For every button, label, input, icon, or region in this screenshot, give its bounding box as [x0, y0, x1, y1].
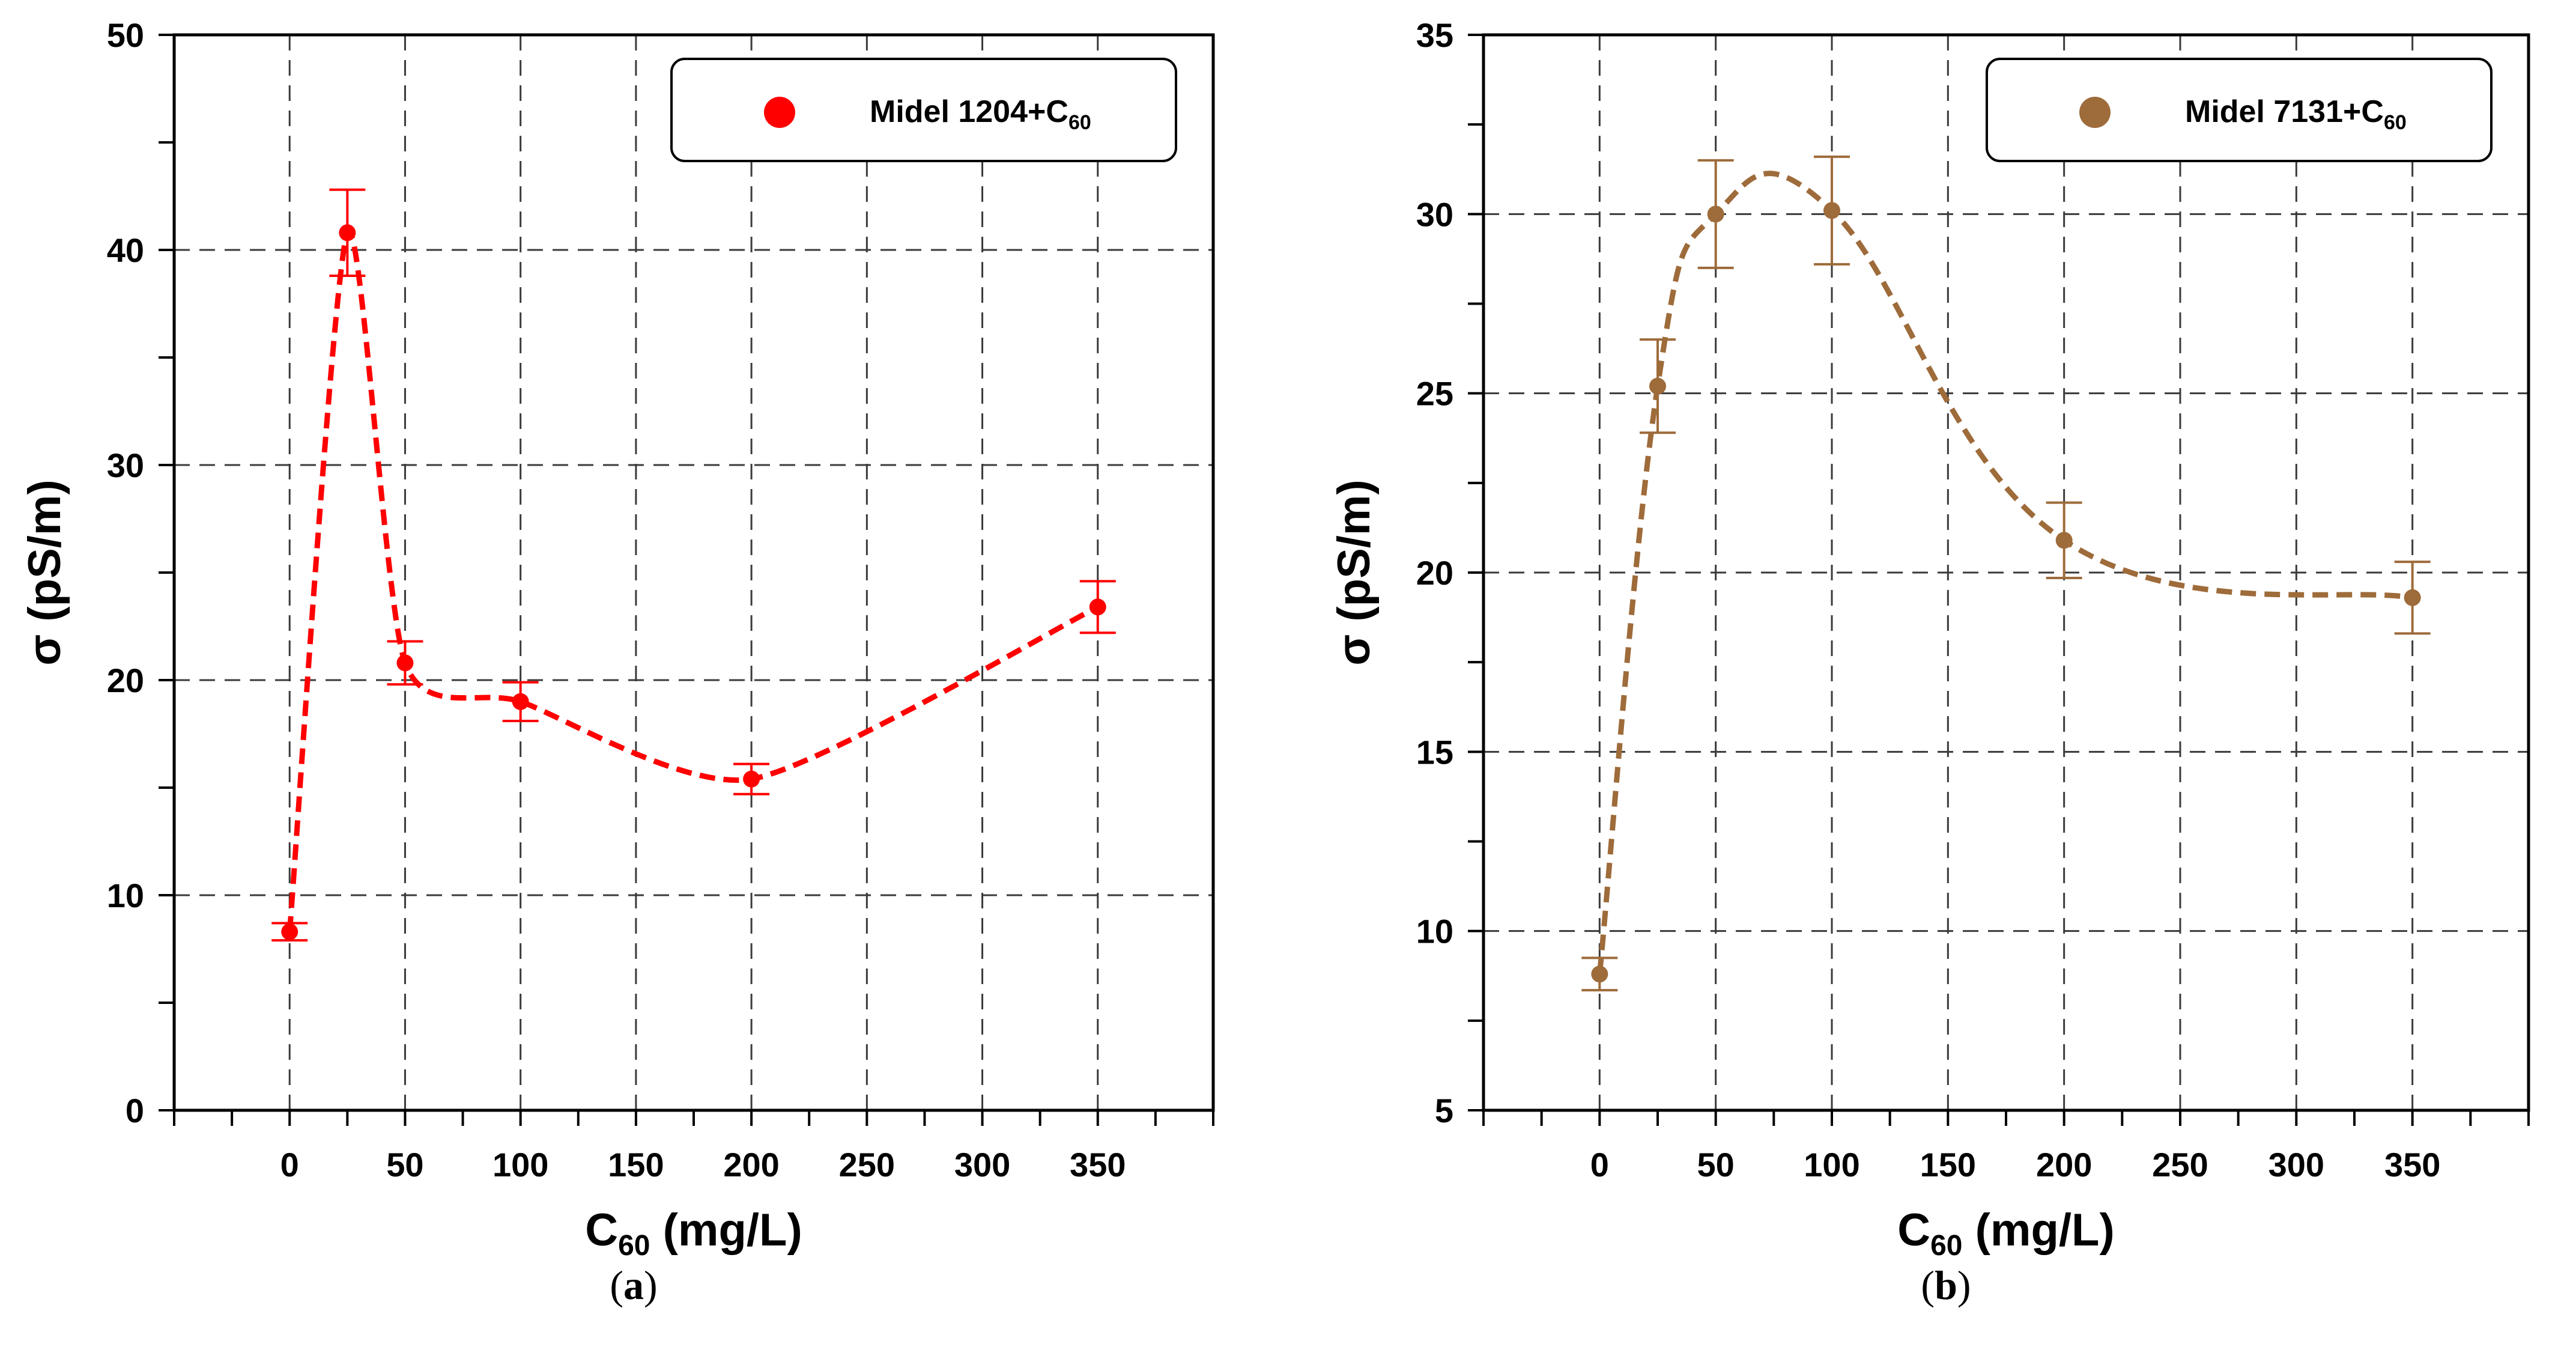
- y-axis-label: σ (pS/m): [1329, 479, 1380, 666]
- y-tick-label: 10: [107, 877, 144, 914]
- legend-marker: [764, 97, 795, 128]
- axes: 0 50 100 150 200 250 300 350 5 10 15 20 25 30 35 C60 (m…: [1329, 16, 2530, 1262]
- data-point: [339, 224, 356, 242]
- x-axis-label: C60 (mg/L): [1897, 1205, 2115, 1262]
- x-axis-label: C60 (mg/L): [585, 1205, 802, 1262]
- x-tick-label: 100: [492, 1146, 548, 1184]
- y-axis-label: σ (pS/m): [19, 479, 70, 666]
- data-point: [281, 923, 299, 940]
- y-tick-label: 40: [107, 231, 144, 269]
- subfigure-label-a: (a): [610, 1262, 658, 1308]
- legend-label: Midel 7131+C60: [2185, 94, 2407, 134]
- legend-box: [1986, 58, 2493, 162]
- subfigure-label-b: (b): [1921, 1262, 1971, 1308]
- data-point: [1089, 598, 1106, 616]
- legend: Midel 1204+C60: [670, 58, 1177, 162]
- x-tick-label: 50: [1697, 1146, 1735, 1184]
- data-point: [1823, 202, 1840, 219]
- x-tick-label: 300: [2268, 1146, 2324, 1184]
- x-tick-label: 250: [839, 1146, 895, 1184]
- legend-marker: [2079, 97, 2111, 128]
- series-line: [286, 228, 1099, 932]
- y-tick-label: 10: [1416, 913, 1453, 950]
- chart-panel-a: 0 50 100 150 200 250 300 350 0 10 20 30 40 50 C60 (mg/…: [19, 16, 1215, 1262]
- data-point: [1649, 377, 1666, 395]
- x-tick-label: 350: [1070, 1146, 1126, 1184]
- legend-box: [670, 58, 1177, 162]
- data-point: [2055, 532, 2073, 549]
- y-tick-label: 25: [1416, 375, 1453, 413]
- y-tick-label: 20: [107, 661, 144, 699]
- y-tick-label: 20: [1416, 554, 1453, 592]
- x-tick-label: 150: [608, 1146, 664, 1184]
- y-tick-label: 15: [1416, 733, 1453, 771]
- y-tick-label: 50: [107, 16, 144, 54]
- data-point: [2404, 589, 2421, 606]
- x-tick-label: 0: [1590, 1146, 1609, 1184]
- series-line: [1596, 171, 2413, 974]
- x-tick-label: 0: [280, 1146, 299, 1184]
- series-0: [271, 188, 1116, 942]
- x-tick-label: 50: [386, 1146, 423, 1184]
- chart-panel-b: 0 50 100 150 200 250 300 350 5 10 15 20 25 30 35 C60 (m…: [1329, 16, 2530, 1262]
- legend: Midel 7131+C60: [1986, 58, 2493, 162]
- data-point: [1591, 965, 1608, 983]
- data-point: [743, 770, 760, 788]
- y-tick-label: 35: [1416, 16, 1453, 54]
- grid-lines: [174, 35, 1213, 1110]
- grid-lines: [1483, 35, 2529, 1110]
- y-tick-label: 30: [107, 446, 144, 484]
- series-0: [1581, 155, 2431, 992]
- data-point: [512, 693, 529, 710]
- axes: 0 50 100 150 200 250 300 350 0 10 20 30 40 50 C60 (mg/…: [19, 16, 1214, 1262]
- x-tick-label: 300: [954, 1146, 1010, 1184]
- x-tick-label: 250: [2152, 1146, 2208, 1184]
- x-tick-label: 350: [2384, 1146, 2440, 1184]
- y-tick-label: 0: [126, 1092, 144, 1130]
- x-tick-label: 100: [1804, 1146, 1859, 1184]
- plot-frame: [172, 33, 1215, 1112]
- data-point: [396, 654, 414, 672]
- x-tick-label: 200: [2036, 1146, 2092, 1184]
- y-tick-label: 5: [1435, 1092, 1453, 1130]
- y-tick-label: 30: [1416, 195, 1453, 233]
- x-tick-label: 200: [723, 1146, 779, 1184]
- legend-label: Midel 1204+C60: [870, 94, 1091, 134]
- x-tick-label: 150: [1920, 1146, 1976, 1184]
- data-point: [1707, 205, 1724, 223]
